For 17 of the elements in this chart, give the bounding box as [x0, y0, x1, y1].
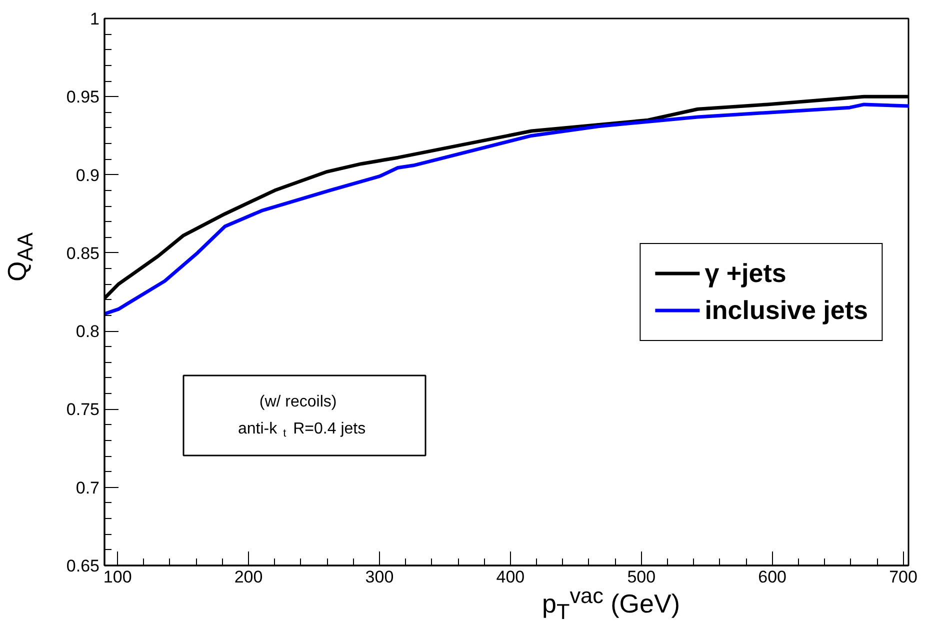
x-tick-label: 600: [758, 568, 787, 586]
y-tick-label: 0.95: [66, 88, 100, 107]
legend-label: γ +jets: [704, 258, 786, 288]
legend-label: inclusive jets: [704, 294, 868, 326]
x-tick-label: 200: [234, 568, 263, 586]
y-tick-label: 0.9: [76, 166, 100, 185]
y-tick-label: 0.75: [66, 400, 100, 420]
x-tick-label: 100: [103, 568, 132, 586]
y-tick-label: 0.7: [76, 478, 100, 498]
y-tick-label: 0.85: [66, 244, 100, 263]
y-tick-label: 0.65: [66, 556, 100, 576]
y-tick-label: 1: [90, 10, 100, 28]
y-tick-label: 0.8: [76, 322, 100, 342]
annotation: (w/ recoils): [259, 394, 337, 411]
x-tick-label: 300: [365, 568, 394, 586]
x-tick-label: 400: [496, 568, 525, 586]
x-tick-label: 700: [889, 568, 918, 586]
